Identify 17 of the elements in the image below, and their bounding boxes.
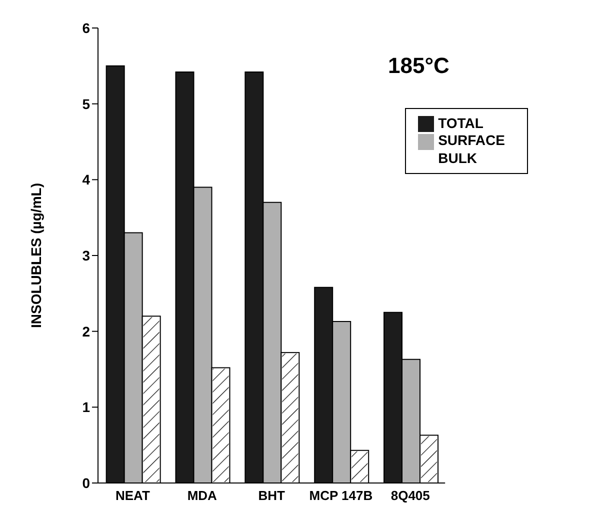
y-tick-label: 1 <box>82 399 90 416</box>
y-tick-label: 3 <box>82 247 90 264</box>
x-tick-label: BHT <box>258 488 285 504</box>
y-tick-label: 4 <box>82 172 90 188</box>
x-tick-label: NEAT <box>115 488 150 504</box>
y-axis-title: INSOLUBLES (µg/mL) <box>28 183 44 328</box>
legend-label: TOTAL <box>438 115 484 131</box>
y-tick-label: 6 <box>82 20 90 36</box>
legend-label: SURFACE <box>438 132 505 148</box>
x-tick-label: 8Q405 <box>390 488 430 504</box>
y-tick-label: 2 <box>82 323 90 340</box>
text: 185°C <box>388 53 450 79</box>
y-tick-label: 0 <box>82 474 90 491</box>
x-tick-label: MDA <box>187 488 218 504</box>
text: BULK <box>438 150 477 166</box>
x-tick-label: MCP 147B <box>309 488 373 504</box>
y-tick-label: 5 <box>82 96 90 112</box>
